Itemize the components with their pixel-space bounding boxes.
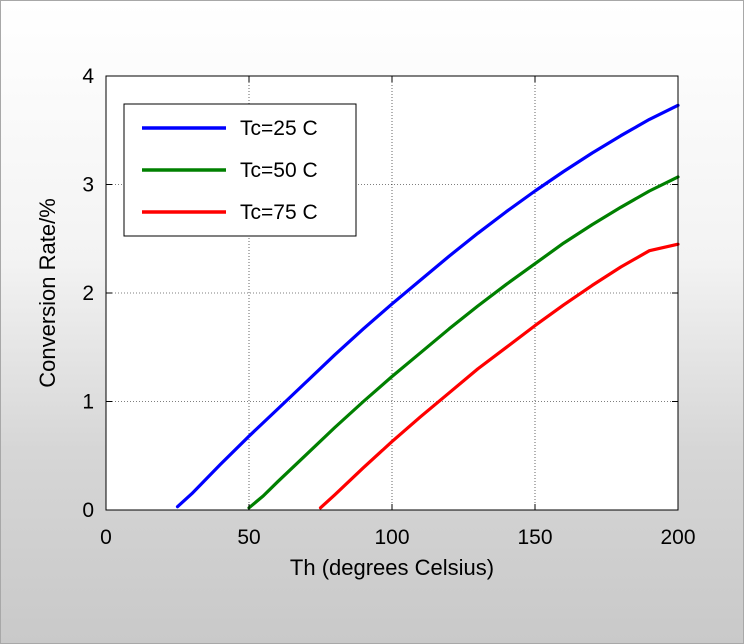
x-tick-label: 50	[237, 526, 260, 549]
y-tick-label: 3	[82, 174, 94, 197]
series-line-3	[318, 242, 680, 510]
legend-label-2: Tc=50 C	[240, 159, 318, 182]
x-tick-label: 0	[100, 526, 112, 549]
x-tick-label: 200	[660, 526, 695, 549]
legend-label-1: Tc=25 C	[240, 117, 318, 140]
series-line-1	[175, 103, 680, 509]
x-tick-label: 150	[517, 526, 552, 549]
x-tick-label: 100	[374, 526, 409, 549]
legend-label-3: Tc=75 C	[240, 201, 318, 224]
y-tick-label: 2	[82, 282, 94, 305]
y-tick-label: 0	[82, 499, 94, 522]
series-layer	[175, 103, 680, 510]
legend: Tc=25 C Tc=50 C Tc=75 C	[123, 103, 357, 237]
tick-labels: 0 50 100 150 200 0 1 2 3 4	[82, 65, 695, 549]
legend-entries: Tc=25 C Tc=50 C Tc=75 C	[142, 117, 318, 224]
y-axis-label: Conversion Rate/%	[35, 198, 60, 388]
y-tick-label: 1	[82, 391, 94, 414]
series-line-2	[247, 175, 680, 510]
y-tick-label: 4	[82, 65, 94, 88]
ticks	[105, 75, 679, 511]
x-axis-label: Th (degrees Celsius)	[290, 555, 494, 580]
